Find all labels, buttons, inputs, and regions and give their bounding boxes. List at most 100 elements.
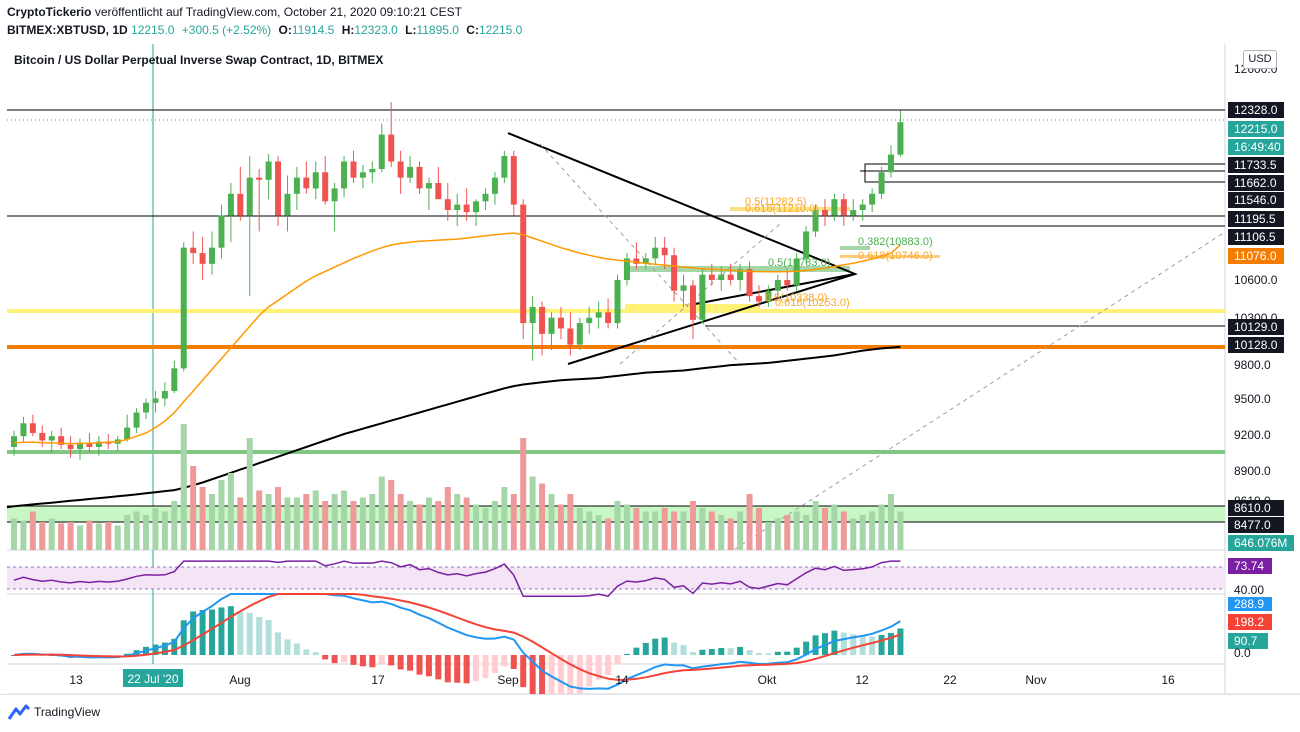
macd-histogram-bar xyxy=(887,632,894,655)
price-tag: 8477.0 xyxy=(1228,517,1284,533)
time-tick: 13 xyxy=(69,673,83,687)
volume-bar xyxy=(548,494,555,550)
time-tick: Aug xyxy=(229,673,250,687)
volume-bar xyxy=(341,490,348,550)
volume-bar xyxy=(718,515,725,550)
price-tick: 9500.0 xyxy=(1234,392,1271,406)
volume-bar xyxy=(501,487,508,550)
macd-histogram-bar xyxy=(803,641,810,655)
volume-bar xyxy=(482,508,489,550)
volume-bar xyxy=(614,501,621,550)
candle-body xyxy=(246,177,253,216)
volume-bar xyxy=(454,494,461,550)
price-tag: 12215.0 xyxy=(1228,121,1284,137)
ma50-line xyxy=(13,232,901,445)
footer xyxy=(0,694,1300,732)
macd-histogram-bar xyxy=(878,635,885,655)
macd-histogram-bar xyxy=(435,655,442,680)
moving-averages xyxy=(6,232,901,509)
candle-body xyxy=(699,274,706,320)
candle-body xyxy=(39,432,46,441)
candle-body xyxy=(661,247,668,256)
candle-body xyxy=(171,368,178,391)
volume-bar xyxy=(803,515,810,550)
candle-body xyxy=(548,317,555,334)
hist-tag: 90.7 xyxy=(1228,633,1268,649)
candle-body xyxy=(765,290,772,302)
open-value: 11914.5 xyxy=(291,23,335,37)
macd-histogram-bar xyxy=(539,655,546,694)
volume-bar xyxy=(661,508,668,550)
fib-label: 0.5(10338.0) xyxy=(765,292,827,304)
macd-histogram-bar xyxy=(557,655,564,694)
macd-line xyxy=(13,593,901,690)
fib-label: 0.5(10783.0) xyxy=(768,257,830,269)
volume-bar xyxy=(397,494,404,550)
chart-header: CryptoTickerio veröffentlicht auf Tradin… xyxy=(0,0,1300,44)
candle-body xyxy=(878,172,885,194)
macd-histogram-bar xyxy=(501,655,508,667)
volume-bar xyxy=(746,494,753,550)
price-change: +300.5 (+2.52%) xyxy=(181,23,272,37)
volume-bar xyxy=(567,494,574,550)
symbol-line: BITMEX:XBTUSD, 1D 12215.0 +300.5 (+2.52%… xyxy=(7,23,522,37)
volume-bar xyxy=(699,508,706,550)
candle-body xyxy=(67,444,74,450)
macd-histogram-bar xyxy=(256,617,263,655)
volume-bar xyxy=(48,518,55,550)
low-label: L: xyxy=(405,23,417,37)
volume-bar xyxy=(784,515,791,550)
volume-bar xyxy=(793,511,800,550)
candle-body xyxy=(359,172,366,178)
svg-text:10129.0: 10129.0 xyxy=(1234,320,1278,334)
svg-text:16:49:40: 16:49:40 xyxy=(1234,140,1281,154)
volume-bar xyxy=(359,497,366,550)
volume-bar xyxy=(444,487,451,550)
macd-histogram-bar xyxy=(265,619,272,655)
brand-name[interactable]: TradingView xyxy=(34,705,101,719)
macd-histogram-bar xyxy=(623,653,630,655)
volume-bar xyxy=(246,438,253,550)
volume-bar xyxy=(633,508,640,550)
publisher-name[interactable]: CryptoTickerio xyxy=(7,5,92,19)
tradingview-logo-icon[interactable] xyxy=(7,703,31,721)
volume-bar xyxy=(105,522,112,550)
svg-text:11546.0: 11546.0 xyxy=(1234,193,1277,207)
candle-body xyxy=(737,269,744,280)
candle-body xyxy=(407,166,414,178)
time-marker: 22 Jul '20 xyxy=(123,669,183,687)
candle-body xyxy=(303,177,310,189)
candle-body xyxy=(614,279,621,324)
volume-bar xyxy=(878,504,885,550)
open-label: O: xyxy=(278,23,292,37)
candle-body xyxy=(322,172,329,202)
svg-text:11662.0: 11662.0 xyxy=(1234,176,1277,190)
candle-body xyxy=(840,199,847,216)
macd-histogram-bar xyxy=(227,606,234,655)
candle-body xyxy=(378,134,385,170)
macd-histogram-bar xyxy=(671,642,678,655)
volume-bar xyxy=(529,476,536,550)
price-tag: 11076.0 xyxy=(1228,248,1284,264)
price-tick: 9200.0 xyxy=(1234,428,1271,442)
price-tag: 11546.0 xyxy=(1228,192,1284,208)
candle-body xyxy=(482,193,489,202)
price-chart[interactable]: 0.5(11282.5) 0.618(11210.0) 0.382(10883.… xyxy=(0,44,1300,694)
macd-histogram-bar xyxy=(746,650,753,655)
volume-bar xyxy=(689,501,696,550)
candle-body xyxy=(869,193,876,205)
svg-text:73.74: 73.74 xyxy=(1234,559,1264,573)
macd-histogram-bar xyxy=(774,651,781,655)
volume-bar xyxy=(652,511,659,550)
symbol-name[interactable]: BITMEX:XBTUSD, 1D xyxy=(7,23,128,37)
macd-histogram-bar xyxy=(869,636,876,655)
macd-histogram-bar xyxy=(840,632,847,655)
volume-bar xyxy=(322,501,329,550)
volume-bar xyxy=(520,438,527,550)
svg-text:10128.0: 10128.0 xyxy=(1234,338,1278,352)
candle-body xyxy=(444,199,451,210)
svg-text:90.7: 90.7 xyxy=(1234,634,1258,648)
ma200-line xyxy=(6,345,901,509)
currency-button[interactable]: USD xyxy=(1243,50,1277,69)
candle-body xyxy=(369,169,376,173)
